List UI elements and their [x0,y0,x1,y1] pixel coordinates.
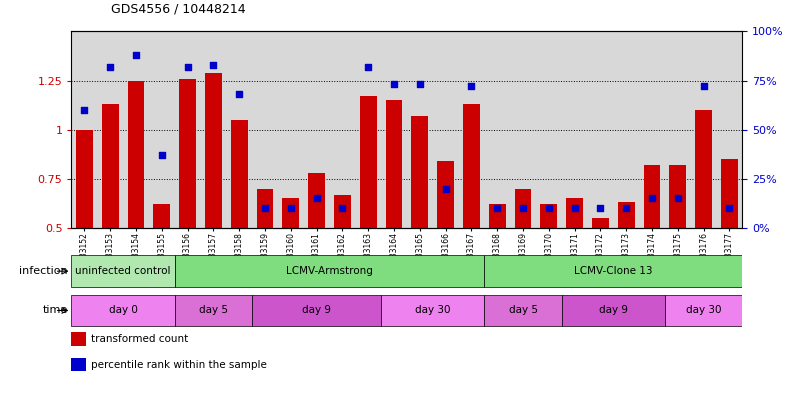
FancyBboxPatch shape [665,295,742,326]
Text: time: time [42,305,67,316]
Text: day 9: day 9 [599,305,628,316]
Text: day 5: day 5 [508,305,538,316]
Point [465,83,478,90]
Text: transformed count: transformed count [91,334,188,344]
Text: uninfected control: uninfected control [75,266,171,276]
Bar [515,189,531,228]
Bar [205,73,222,228]
Point [542,205,555,211]
Point [387,81,400,88]
Text: day 5: day 5 [198,305,228,316]
Bar [334,195,351,228]
Text: day 30: day 30 [686,305,722,316]
Point [181,64,194,70]
Point [259,205,272,211]
Bar [386,100,403,228]
FancyBboxPatch shape [252,295,381,326]
Point [646,195,658,202]
Point [517,205,530,211]
Bar [669,165,686,228]
FancyBboxPatch shape [562,295,665,326]
Bar [256,189,273,228]
Bar [179,79,196,228]
FancyBboxPatch shape [71,295,175,326]
Bar [153,204,170,228]
Point [414,81,426,88]
FancyBboxPatch shape [484,255,742,287]
Point [78,107,91,113]
Bar [360,96,376,228]
Point [362,64,375,70]
Bar [128,81,145,228]
Text: LCMV-Clone 13: LCMV-Clone 13 [574,266,653,276]
FancyBboxPatch shape [381,295,484,326]
Text: LCMV-Armstrong: LCMV-Armstrong [286,266,373,276]
Text: GDS4556 / 10448214: GDS4556 / 10448214 [111,3,246,16]
Point [723,205,736,211]
Bar [283,198,299,228]
Bar [566,198,583,228]
Point [156,152,168,158]
Bar [308,173,325,228]
Bar [102,104,118,228]
Text: day 30: day 30 [415,305,450,316]
Bar [489,204,506,228]
Bar [696,110,712,228]
Text: percentile rank within the sample: percentile rank within the sample [91,360,268,370]
FancyBboxPatch shape [175,255,484,287]
FancyBboxPatch shape [484,295,562,326]
Point [620,205,633,211]
Point [284,205,297,211]
Text: infection: infection [19,266,67,276]
Point [310,195,323,202]
FancyBboxPatch shape [175,295,252,326]
Bar [592,218,609,228]
Bar [541,204,557,228]
Bar [231,120,248,228]
Bar [463,104,480,228]
Point [104,64,117,70]
Bar [411,116,428,228]
Bar [76,130,93,228]
Bar [644,165,661,228]
Text: day 0: day 0 [109,305,137,316]
Point [594,205,607,211]
Bar [618,202,634,228]
Point [207,62,220,68]
Point [233,91,245,97]
FancyBboxPatch shape [71,255,175,287]
Bar [721,159,738,228]
Point [129,52,142,58]
Point [672,195,684,202]
Point [336,205,349,211]
Text: day 9: day 9 [302,305,331,316]
Point [697,83,710,90]
Point [569,205,581,211]
Point [439,185,452,192]
Bar [437,161,454,228]
Point [491,205,503,211]
